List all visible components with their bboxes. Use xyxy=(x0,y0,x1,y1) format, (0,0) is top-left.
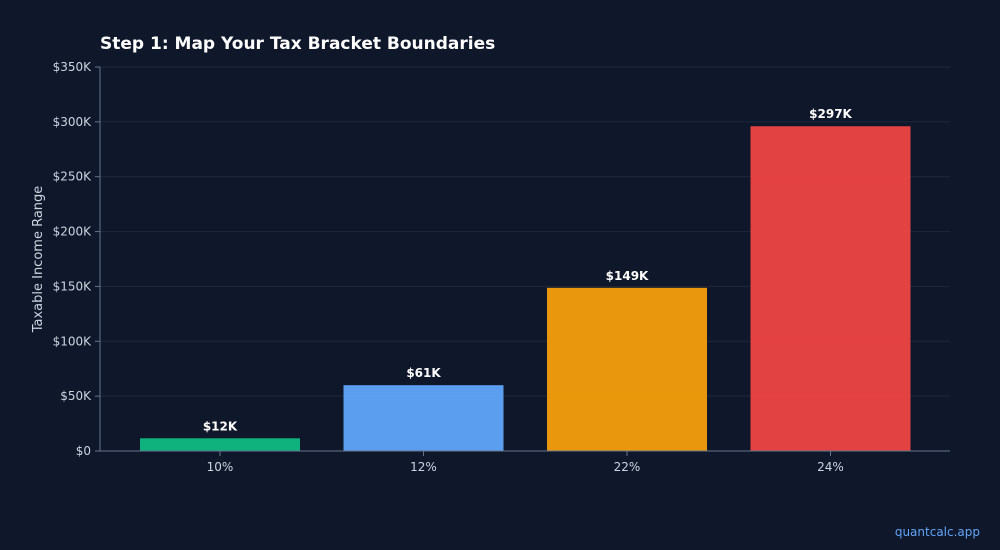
x-axis-ticks: 10% 12% 22% 24% xyxy=(207,451,844,474)
x-tick-label: 10% xyxy=(207,460,234,474)
y-tick-label: $150K xyxy=(53,279,93,293)
y-axis-ticks: $0 $50K $100K $150K $200K $250K $300K $350K xyxy=(53,60,100,458)
data-labels: $12K $61K $149K $297K xyxy=(203,107,853,433)
watermark: quantcalc.app xyxy=(894,525,980,539)
y-tick-label: $200K xyxy=(53,225,93,239)
y-tick-label: $250K xyxy=(53,170,93,184)
data-label: $61K xyxy=(406,366,441,380)
gridlines xyxy=(100,66,950,397)
x-tick-label: 22% xyxy=(614,460,641,474)
bar xyxy=(140,438,300,451)
y-axis-label: Taxable Income Range xyxy=(31,186,46,334)
x-tick-label: 12% xyxy=(410,460,437,474)
bars xyxy=(140,126,911,451)
data-label: $149K xyxy=(606,269,649,283)
y-tick-label: $300K xyxy=(53,115,93,129)
y-tick-label: $100K xyxy=(53,334,93,348)
bar xyxy=(750,126,911,451)
y-tick-label: $50K xyxy=(60,389,92,403)
y-tick-label: $0 xyxy=(76,444,91,458)
y-tick-label: $350K xyxy=(53,60,93,74)
bar xyxy=(343,385,504,451)
data-label: $297K xyxy=(809,107,852,121)
x-tick-label: 24% xyxy=(817,460,844,474)
bar xyxy=(547,287,707,451)
chart-title: Step 1: Map Your Tax Bracket Boundaries xyxy=(100,34,495,54)
data-label: $12K xyxy=(203,419,238,433)
